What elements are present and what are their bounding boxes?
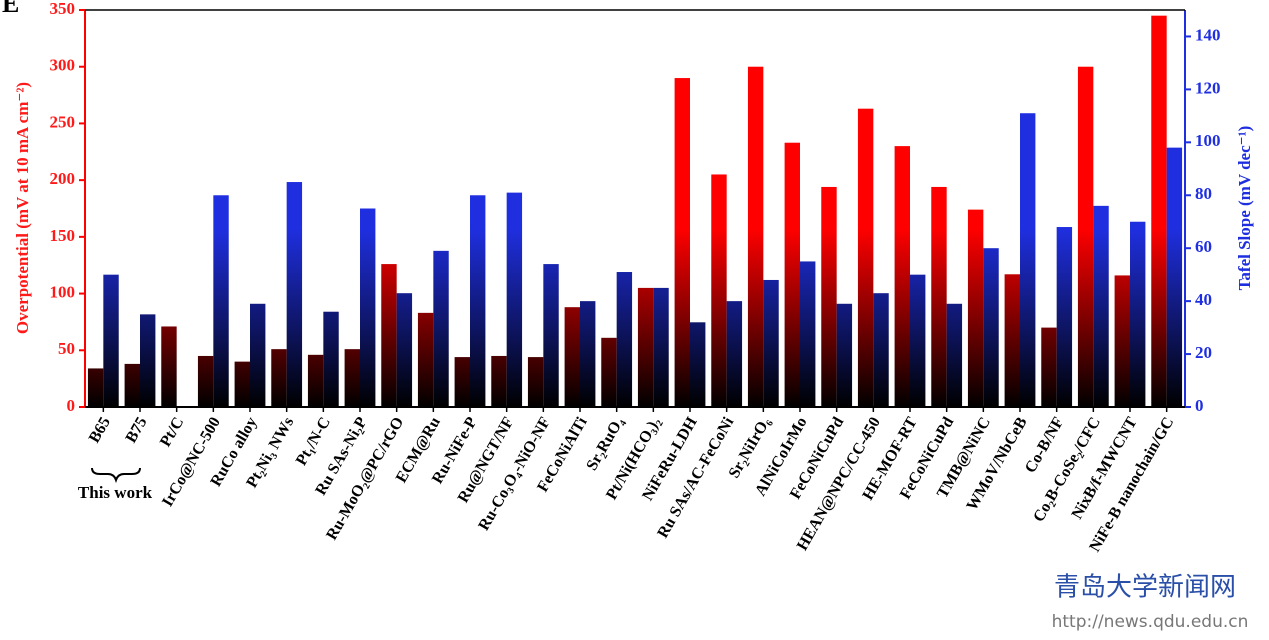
y-tick-label: 150 — [50, 226, 76, 245]
y2-tick-label: 120 — [1195, 78, 1221, 97]
bar — [653, 287, 669, 407]
y2-tick-label: 80 — [1195, 184, 1212, 203]
x-tick-label: Pt/C — [157, 414, 187, 449]
y-tick-label: 350 — [50, 0, 76, 18]
bar — [527, 357, 544, 407]
bar — [763, 279, 779, 407]
bar — [1041, 327, 1057, 407]
brace — [91, 467, 141, 484]
bar — [1114, 275, 1130, 407]
bar — [580, 301, 596, 407]
y-axis-title: Overpotential (mV at 10 mA cm⁻²) — [13, 82, 32, 334]
bar — [857, 108, 874, 407]
y2-tick-label: 40 — [1195, 290, 1212, 309]
y2-tick-label: 60 — [1195, 237, 1212, 256]
bar — [931, 186, 947, 407]
bar — [417, 312, 434, 407]
watermark-url: http://news.qdu.edu.cn — [1052, 612, 1249, 632]
bar — [213, 195, 229, 407]
bar — [726, 301, 743, 407]
bar — [1166, 147, 1183, 408]
bar — [161, 326, 177, 407]
bar — [711, 174, 727, 407]
bar — [381, 264, 397, 407]
bar — [800, 261, 816, 407]
y2-tick-label: 20 — [1195, 343, 1212, 362]
y-tick-label: 100 — [50, 282, 76, 301]
y-tick-label: 300 — [50, 56, 76, 75]
bar — [894, 146, 910, 407]
bar — [396, 293, 413, 407]
y-tick-label: 0 — [67, 396, 76, 415]
bar — [344, 349, 360, 407]
y2-axis-title: Tafel Slope (mV dec⁻¹) — [1235, 126, 1254, 291]
bar — [1056, 227, 1073, 407]
bar — [690, 322, 706, 407]
bar — [1093, 205, 1109, 407]
bar — [307, 354, 324, 407]
bar — [197, 355, 214, 407]
bar — [1130, 221, 1146, 407]
bar — [821, 186, 837, 407]
y2-tick-label: 100 — [1195, 131, 1221, 150]
bar — [543, 264, 559, 407]
bar — [87, 368, 104, 407]
bar — [250, 303, 266, 407]
watermark-title: 青岛大学新闻网 — [1054, 573, 1236, 603]
bar — [360, 208, 376, 407]
y2-tick-label: 0 — [1195, 396, 1204, 415]
bar — [271, 349, 287, 407]
bar — [836, 303, 853, 407]
bar — [674, 78, 690, 408]
bar — [601, 337, 617, 407]
bar — [491, 355, 507, 407]
bar — [506, 192, 523, 407]
bar — [124, 363, 140, 407]
bar — [946, 303, 963, 407]
bar — [1077, 66, 1094, 407]
bar — [564, 307, 580, 407]
bar — [103, 274, 119, 407]
bar — [873, 293, 889, 407]
x-tick-label: B75 — [123, 414, 151, 446]
x-tick-label: Pt₁/N-C — [293, 414, 334, 468]
bar — [784, 142, 800, 407]
bar — [140, 314, 156, 407]
x-tick-label: B65 — [86, 414, 114, 446]
bar — [1004, 274, 1020, 407]
bar — [470, 195, 486, 407]
y-tick-label: 200 — [50, 169, 76, 188]
bar — [910, 274, 926, 407]
bar — [1020, 113, 1036, 407]
bar — [983, 248, 999, 407]
y-tick-label: 250 — [50, 112, 76, 131]
bar — [234, 361, 250, 407]
bar — [616, 272, 633, 407]
bar — [433, 250, 449, 407]
bar — [747, 66, 764, 407]
panel-label: E — [2, 0, 19, 18]
bar — [1151, 15, 1167, 408]
annotation: This work — [78, 483, 153, 502]
bar — [454, 357, 470, 407]
bar — [637, 287, 654, 407]
y-tick-label: 50 — [58, 339, 75, 358]
bar — [967, 209, 984, 407]
bar — [323, 311, 339, 407]
y2-tick-label: 140 — [1195, 25, 1221, 44]
bar — [286, 182, 303, 407]
